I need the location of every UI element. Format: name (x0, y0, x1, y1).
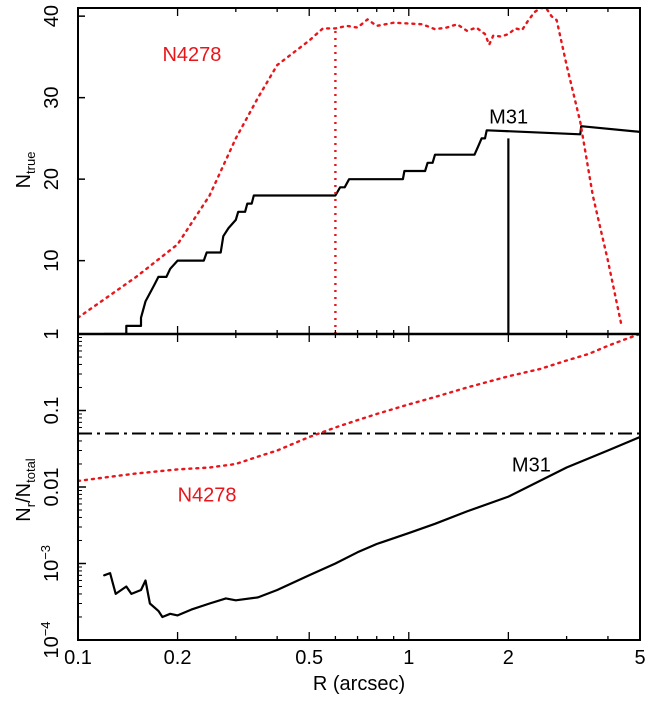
series-line-top-m31 (103, 125, 640, 334)
y-tick-base: 10 (41, 636, 63, 658)
series-line-top-n4278 (78, 8, 623, 328)
x-tick-label: 0.2 (164, 647, 192, 669)
series-line-bottom-m31 (103, 435, 640, 619)
y-tick-label-top: 40 (41, 5, 63, 27)
annotation-bottom-n4278: N4278 (178, 484, 237, 506)
x-axis-label: R (arcsec) (313, 673, 405, 695)
x-tick-label: 0.1 (64, 647, 92, 669)
x-tick-label: 1 (403, 647, 414, 669)
annotation-top-n4278: N4278 (162, 44, 221, 66)
bottom-plot-area (78, 334, 640, 619)
series-line-bottom-n4278 (78, 334, 640, 483)
y-tick-label-top: 20 (41, 168, 63, 190)
y-tick-label-bottom: 0.01 (41, 468, 63, 507)
y-tick-base: 10 (41, 560, 63, 582)
y-tick-exponent: −4 (38, 621, 53, 636)
y-tick-label-top: 30 (41, 87, 63, 109)
x-tick-label: 0.5 (295, 647, 323, 669)
plot-border (77, 7, 641, 641)
top-panel-ntrue: N4278 M31 10 20 30 40 1 Ntrue (13, 5, 640, 340)
y-axis-label-bottom: Nr/Ntotal (13, 458, 38, 521)
y-label-sub2: total (23, 458, 38, 483)
y-label-sub: r (23, 502, 38, 507)
plot-frame: 0.1 0.2 0.5 1 2 5 R (arcsec) (64, 7, 646, 695)
y-axis-label-top: Ntrue (13, 152, 38, 189)
annotation-bottom-m31: M31 (512, 454, 551, 476)
y-tick-exponent: −3 (38, 545, 53, 560)
annotation-top-m31: M31 (489, 107, 528, 129)
y-label-main: N (13, 174, 35, 188)
top-plot-area (78, 8, 640, 334)
x-tick-label: 5 (634, 647, 645, 669)
y-label-main: N (13, 507, 35, 521)
y-tick-label-bottom: 10−3 (38, 545, 63, 582)
y-tick-label-top: 10 (41, 250, 63, 272)
y-tick-label-bottom: 0.1 (41, 397, 63, 425)
y-label-sep: /N (13, 483, 35, 503)
y-label-sub: true (23, 152, 38, 174)
y-tick-label-bottom: 10−4 (38, 621, 63, 658)
y-tick-label-top: 1 (41, 328, 63, 339)
x-tick-label: 2 (503, 647, 514, 669)
